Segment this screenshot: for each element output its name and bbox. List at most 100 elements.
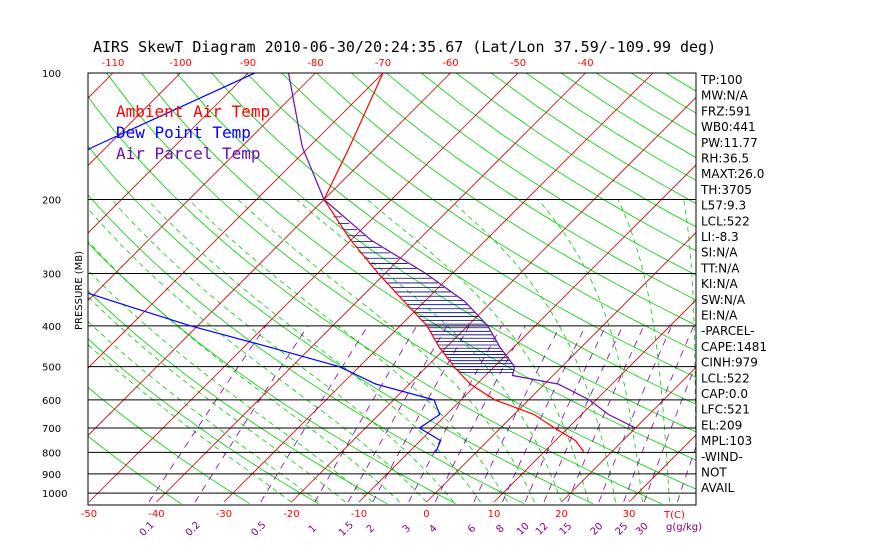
dry-adiabat (841, 73, 870, 504)
index-line: EL:209 (701, 418, 742, 432)
legend-dewpoint: Dew Point Temp (116, 123, 251, 142)
bottom-temp-tick-label: 30 (623, 509, 636, 520)
top-temp-tick-label: -100 (169, 58, 192, 69)
moist-adiabat (188, 199, 508, 503)
index-line: AVAIL (701, 481, 735, 495)
dewpoint-line (88, 73, 442, 453)
index-line: PW:11.77 (701, 136, 758, 150)
mixing-ratio-label: 0.5 (250, 520, 269, 539)
index-line: TH:3705 (700, 183, 752, 197)
dry-adiabat (141, 73, 696, 461)
dry-adiabat (455, 73, 696, 228)
dry-adiabat (771, 73, 870, 504)
top-temp-tick-label: -110 (102, 58, 125, 69)
isotherm (88, 73, 249, 234)
dry-adiabat (281, 73, 696, 352)
dry-adiabat (316, 73, 696, 326)
index-line: TP:100 (700, 73, 743, 87)
mixing-ratio-label: 25 (614, 521, 631, 538)
isotherm (88, 73, 384, 369)
index-line: -WIND- (701, 450, 743, 464)
isotherm (0, 73, 46, 502)
dry-adiabat (246, 73, 696, 378)
isotherm (88, 73, 316, 302)
moist-adiabat (88, 269, 373, 503)
isotherm (291, 96, 696, 503)
pressure-tick-label: 700 (42, 424, 61, 435)
bottom-temp-tick-label: 10 (488, 509, 501, 520)
index-line: SW:N/A (701, 293, 746, 307)
dry-adiabat (386, 73, 696, 276)
mixing-ratio-label: 30 (634, 521, 651, 538)
mixing-ratio-line (260, 325, 369, 503)
index-line: LCL:522 (701, 214, 750, 228)
isotherm (88, 73, 114, 99)
index-line: TT:N/A (700, 261, 740, 275)
index-line: NOT (701, 466, 727, 480)
moist-adiabat (296, 199, 562, 503)
bottom-temp-tick-label: -30 (216, 509, 232, 520)
top-temp-tick-label: -80 (307, 58, 323, 69)
mixing-ratio-label: 0.2 (184, 520, 203, 539)
isotherm (561, 366, 696, 503)
index-line: EI:N/A (701, 309, 738, 323)
isotherm (156, 73, 586, 503)
mixing-ratio-line (408, 325, 502, 503)
bottom-temp-tick-label: -40 (148, 509, 164, 520)
dry-adiabat (421, 73, 696, 252)
moist-adiabat (537, 199, 643, 503)
moist-adiabat (88, 240, 400, 503)
mixing-ratio-label: 0.1 (138, 520, 157, 539)
top-temp-tick-label: -60 (442, 58, 458, 69)
index-line: KI:N/A (701, 277, 738, 291)
index-line: FRZ:591 (701, 104, 751, 118)
dry-adiabat (665, 73, 696, 92)
mixing-ratio-line (598, 325, 672, 503)
isotherm (88, 73, 451, 437)
mixing-ratio-line (148, 325, 267, 503)
dry-adiabat (176, 73, 696, 433)
top-temp-tick-label: -50 (510, 58, 526, 69)
mixing-ratio-label: 1.5 (337, 520, 356, 539)
x-axis-unit: T(C) (663, 510, 685, 521)
pressure-tick-label: 300 (42, 269, 61, 280)
mixing-ratio-label: 12 (534, 521, 551, 538)
mixing-ratio-line (643, 363, 696, 503)
isotherm (88, 73, 519, 503)
moist-adiabat (366, 199, 589, 503)
pressure-tick-label: 400 (42, 322, 61, 333)
moist-adiabat (449, 199, 616, 503)
moist-adiabat (146, 199, 481, 503)
mixing-ratio-label: 20 (589, 521, 606, 538)
mixing-ratio-label: 8 (494, 523, 506, 535)
mixing-ratio-line (567, 325, 645, 503)
bottom-temp-tick-label: -10 (351, 509, 367, 520)
data-layer (88, 73, 636, 453)
ambient-temp-line (323, 73, 585, 453)
moist-adiabat (111, 199, 454, 503)
index-line: MW:N/A (701, 89, 749, 103)
pressure-tick-label: 200 (42, 195, 61, 206)
bottom-temp-tick-label: 0 (423, 509, 429, 520)
mixing-ratio-label: 10 (515, 521, 532, 538)
mixing-ratio-line (623, 325, 695, 503)
index-line: MPL:103 (701, 434, 752, 448)
top-temp-tick-label: -90 (240, 58, 256, 69)
index-line: SI:N/A (701, 246, 738, 260)
index-line: WB0:441 (701, 120, 756, 134)
legend-parcel: Air Parcel Temp (116, 144, 261, 163)
mixing-ratio-line (372, 325, 470, 503)
index-line: CAPE:1481 (701, 340, 767, 354)
index-line: LI:-8.3 (701, 230, 739, 244)
index-line: LFC:521 (701, 403, 750, 417)
top-temp-tick-label: -70 (375, 58, 391, 69)
isotherm (88, 73, 181, 167)
bottom-temp-tick-label: 20 (555, 509, 568, 520)
index-line: MAXT:26.0 (701, 167, 764, 181)
index-line: CINH:979 (701, 356, 758, 370)
mixing-ratio-label: 1 (307, 523, 319, 535)
mixing-ratio-line (473, 325, 561, 503)
